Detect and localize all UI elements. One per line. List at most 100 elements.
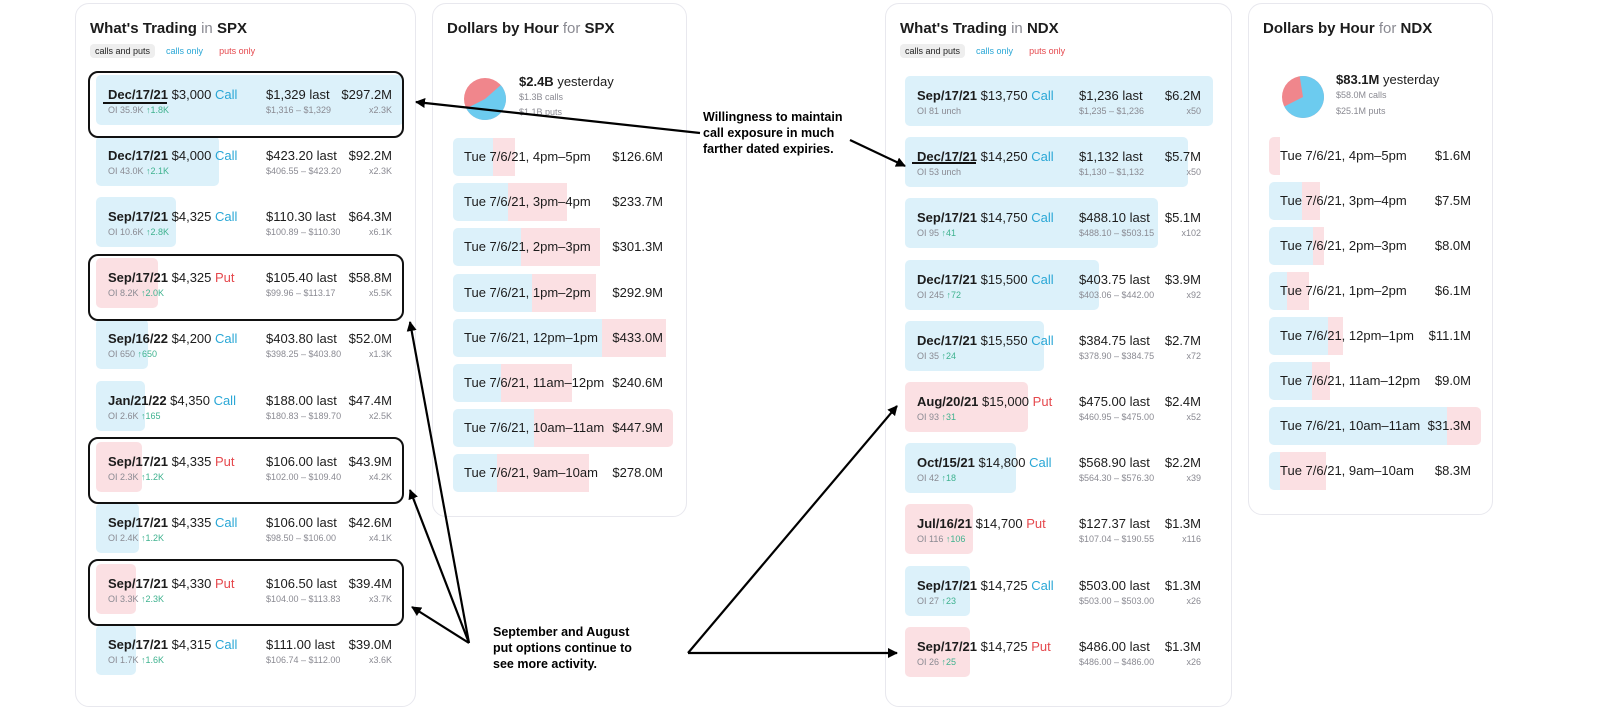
- hour-row[interactable]: Tue 7/6/21, 1pm–2pm $6.1M: [1269, 272, 1481, 310]
- trade-multiplier: x4.1K: [368, 532, 392, 543]
- open-interest-value: OI 2.4K: [108, 532, 139, 543]
- trade-row[interactable]: Oct/15/21 $14,800 Call OI 42 ↑18 $568.90 l…: [905, 443, 1213, 494]
- open-interest-value: OI 8.2K: [108, 288, 139, 299]
- hour-row[interactable]: Tue 7/6/21, 4pm–5pm $1.6M: [1269, 137, 1481, 175]
- hour-value: $11.1M: [1428, 328, 1471, 343]
- hour-row[interactable]: Tue 7/6/21, 10am–11am $447.9M: [453, 409, 673, 448]
- price-range: $564.30 – $576.30: [1079, 473, 1155, 484]
- trade-row[interactable]: Dec/17/21 $15,550 Call OI 35 ↑24 $384.75 l…: [905, 320, 1213, 371]
- oi-change-value: 1.2K: [145, 532, 165, 543]
- filter-calls-and-puts[interactable]: calls and puts: [90, 44, 156, 58]
- price-range: $100.89 – $110.30: [266, 227, 341, 238]
- hour-label: Tue 7/6/21, 10am–11am: [464, 420, 605, 436]
- call-dollars-bar: [453, 318, 603, 357]
- trade-multiplier: x39: [1186, 473, 1201, 484]
- option-type: Call: [215, 87, 238, 102]
- volume-bar: [96, 563, 137, 614]
- premium-total: $1.3M: [1164, 577, 1201, 593]
- filter-calls-only[interactable]: calls only: [976, 46, 1014, 56]
- last-price: $486.00 last: [1079, 638, 1150, 654]
- price-range: $503.00 – $503.00: [1079, 595, 1155, 606]
- hour-row[interactable]: Tue 7/6/21, 11am–12pm $240.6M: [453, 364, 673, 402]
- hour-row[interactable]: Tue 7/6/21, 2pm–3pm $301.3M: [453, 228, 673, 267]
- filter-calls-only[interactable]: calls only: [166, 46, 204, 56]
- hour-row[interactable]: Tue 7/6/21, 9am–10am $8.3M: [1269, 452, 1481, 490]
- trade-row[interactable]: Sep/17/21 $13,750 Call OI 81 unch $1,236 l…: [905, 76, 1213, 126]
- volume-bar: [96, 502, 140, 553]
- filter-calls-and-puts[interactable]: calls and puts: [900, 44, 966, 58]
- trade-row[interactable]: Sep/17/21 $14,750 Call OI 95 ↑41 $488.10 l…: [905, 198, 1213, 249]
- option-type: Call: [215, 636, 238, 652]
- option-type: Call: [1031, 88, 1054, 103]
- trade-multiplier: x2.3K: [368, 105, 392, 115]
- open-interest-value: OI 43.0K: [108, 166, 144, 177]
- hour-row[interactable]: Tue 7/6/21, 3pm–4pm $7.5M: [1269, 182, 1481, 220]
- open-interest-value: OI 95: [917, 228, 940, 239]
- trade-row[interactable]: Sep/16/22 $4,200 Call OI 650 ↑650 $403.80 …: [96, 319, 404, 370]
- arrow: [415, 98, 701, 135]
- hour-row[interactable]: Tue 7/6/21, 3pm–4pm $233.7M: [453, 183, 673, 222]
- last-price: $106.50 last: [266, 575, 337, 591]
- option-type: Call: [213, 392, 236, 408]
- hour-label: Tue 7/6/21, 10am–11am: [1280, 418, 1421, 433]
- call-dollars-bar: [1269, 272, 1288, 310]
- contract-label: Aug/20/21 $15,000 Put: [917, 394, 1052, 409]
- hour-row[interactable]: Tue 7/6/21, 9am–10am $278.0M: [453, 454, 673, 493]
- trade-row[interactable]: Sep/17/21 $4,335 Put OI 2.3K ↑1.2K $106.00…: [96, 441, 404, 492]
- pie-slice-calls: [1284, 76, 1324, 118]
- trade-row[interactable]: Sep/17/21 $4,325 Call OI 10.6K ↑2.8K $110.…: [96, 197, 404, 248]
- open-interest-value: OI 35.9K: [108, 105, 144, 115]
- trade-row[interactable]: Sep/17/21 $4,315 Call OI 1.7K ↑1.6K $111.0…: [96, 624, 404, 675]
- trade-row[interactable]: Sep/17/21 $14,725 Call OI 27 ↑23 $503.00 l…: [905, 565, 1213, 616]
- strike-price: $4,335: [171, 514, 212, 530]
- open-interest: OI 2.3K ↑1.2K: [108, 472, 164, 482]
- trade-row[interactable]: Dec/17/21 $3,000 Call OI 35.9K ↑1.8K $1,32…: [96, 75, 404, 125]
- trade-row[interactable]: Jul/16/21 $14,700 Put OI 116 ↑106 $127.37 …: [905, 504, 1213, 555]
- hour-row[interactable]: Tue 7/6/21, 12pm–1pm $11.1M: [1269, 317, 1481, 355]
- filter-bar: calls and puts calls only puts only: [900, 44, 1070, 58]
- option-type: Call: [1031, 149, 1054, 165]
- trade-row[interactable]: Sep/17/21 $4,335 Call OI 2.4K ↑1.2K $106.0…: [96, 502, 404, 553]
- contract-label: Sep/16/22 $4,200 Call: [108, 331, 237, 346]
- oi-change-value: 1.6K: [145, 654, 165, 665]
- trade-row[interactable]: Sep/17/21 $4,325 Put OI 8.2K ↑2.0K $105.40…: [96, 258, 404, 309]
- price-range: $107.04 – $190.55: [1079, 534, 1155, 545]
- hour-row[interactable]: Tue 7/6/21, 12pm–1pm $433.0M: [453, 318, 673, 357]
- contract-label: Dec/17/21 $15,550 Call: [917, 333, 1054, 348]
- oi-change: ↑2.3K: [141, 594, 164, 604]
- hour-row[interactable]: Tue 7/6/21, 4pm–5pm $126.6M: [453, 138, 673, 176]
- call-dollars-bar: [1269, 182, 1303, 220]
- summary-total: $2.4B yesterday: [519, 74, 614, 89]
- trade-row[interactable]: Sep/17/21 $14,725 Put OI 26 ↑25 $486.00 la…: [905, 626, 1213, 677]
- premium-total: $39.4M: [348, 575, 392, 591]
- trade-multiplier: x52: [1186, 412, 1201, 422]
- filter-puts-only[interactable]: puts only: [219, 46, 256, 56]
- last-price: $488.10 last: [1079, 210, 1150, 226]
- premium-total: $5.1M: [1164, 210, 1201, 226]
- hour-row[interactable]: Tue 7/6/21, 1pm–2pm $292.9M: [453, 273, 673, 312]
- trade-row[interactable]: Aug/20/21 $15,000 Put OI 93 ↑31 $475.00 la…: [905, 382, 1213, 432]
- open-interest-value: OI 53: [917, 167, 940, 178]
- contract-label: Jan/21/22 $4,350 Call: [108, 393, 236, 408]
- trade-row[interactable]: Sep/17/21 $4,330 Put OI 3.3K ↑2.3K $106.50…: [96, 563, 404, 614]
- contract-label: Sep/17/21 $4,335 Call: [108, 515, 237, 530]
- hour-value: $8.3M: [1434, 463, 1471, 478]
- trade-row[interactable]: Jan/21/22 $4,350 Call OI 2.6K ↑165 $188.00…: [96, 380, 404, 431]
- call-dollars-bar: [1269, 362, 1313, 400]
- oi-change-value: 23: [946, 595, 957, 606]
- filter-puts-only[interactable]: puts only: [1029, 46, 1066, 56]
- open-interest: OI 35.9K ↑1.8K: [108, 105, 169, 115]
- hour-row[interactable]: Tue 7/6/21, 10am–11am $31.3M: [1269, 407, 1481, 445]
- trade-row[interactable]: Dec/17/21 $4,000 Call OI 43.0K ↑2.1K $423.…: [96, 136, 404, 187]
- hour-row[interactable]: Tue 7/6/21, 2pm–3pm $8.0M: [1269, 227, 1481, 265]
- oi-change: ↑18: [942, 473, 957, 483]
- call-dollars-bar: [453, 454, 497, 493]
- volume-bar: [96, 258, 158, 309]
- expiry-date: Dec/17/21: [917, 332, 977, 348]
- option-type: Call: [1031, 577, 1054, 593]
- premium-total: $5.7M: [1164, 149, 1201, 165]
- expiry-date: Sep/17/21: [917, 638, 977, 654]
- trade-row[interactable]: Dec/17/21 $15,500 Call OI 245 ↑72 $403.75 …: [905, 259, 1213, 310]
- hour-row[interactable]: Tue 7/6/21, 11am–12pm $9.0M: [1269, 362, 1481, 400]
